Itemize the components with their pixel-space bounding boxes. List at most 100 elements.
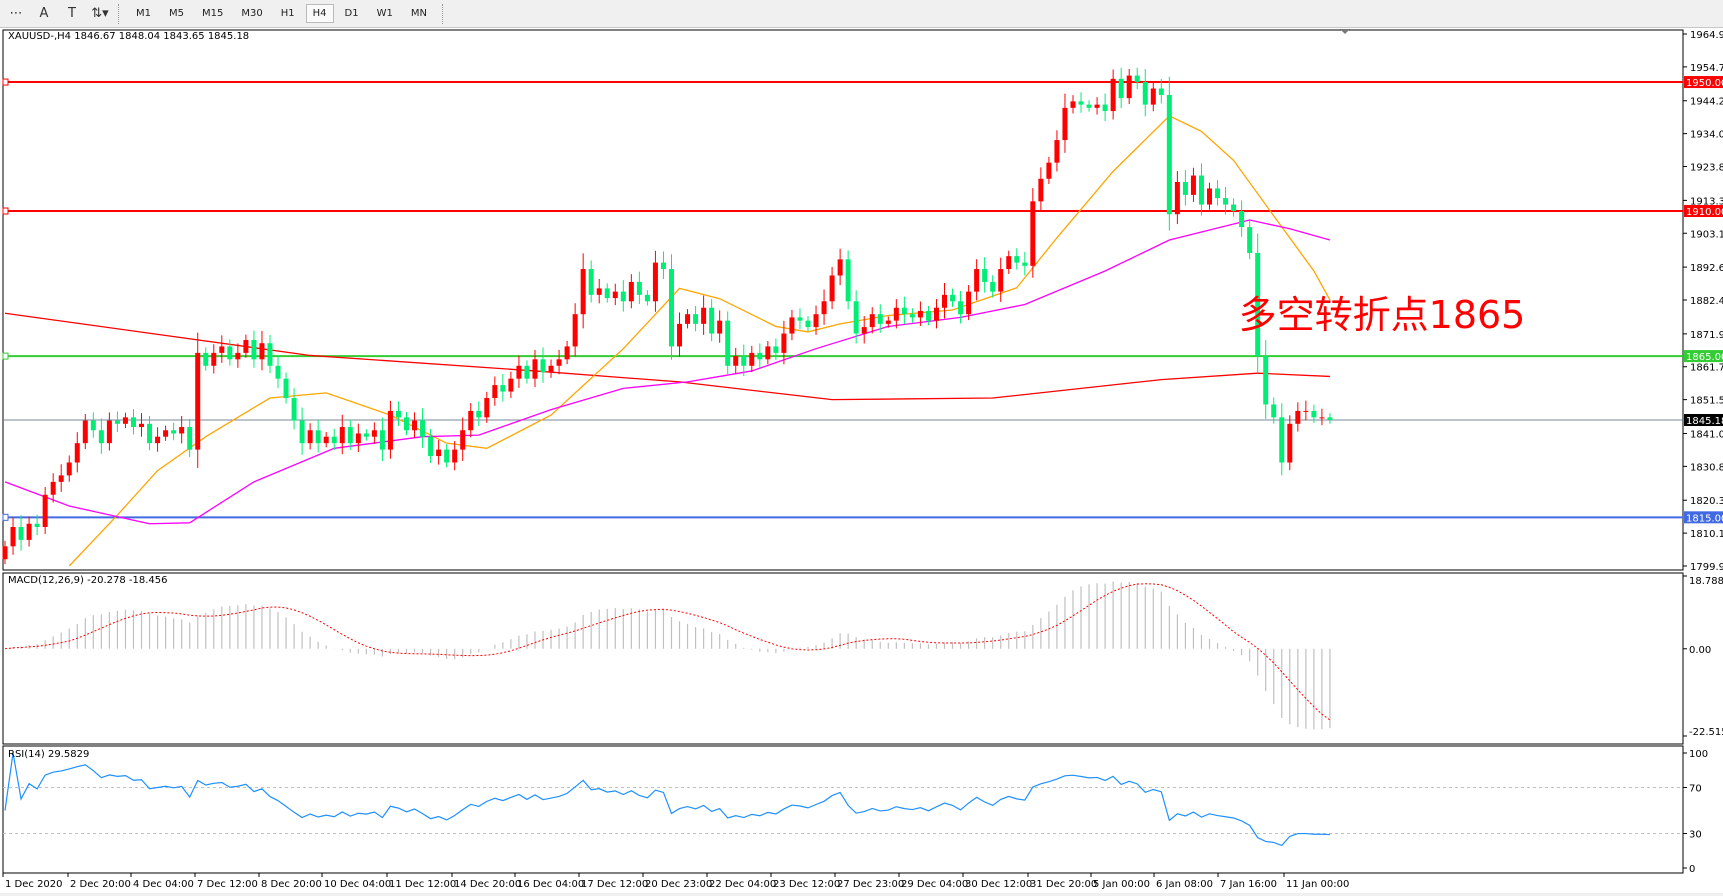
drawing-tools: ⋯ A T ⇅▾ (0, 3, 112, 25)
rsi-header: RSI(14) 29.5829 (8, 749, 89, 760)
candle (1303, 400, 1309, 421)
candle (789, 309, 795, 341)
candle (869, 307, 875, 334)
price-tick-label: 1934.00 (1690, 130, 1723, 141)
candle (532, 349, 538, 388)
candle (163, 425, 169, 441)
macd-pane[interactable] (2, 572, 1684, 745)
candle (757, 343, 763, 368)
timeframe-buttons: M1 M5 M15 M30 H1 H4 D1 W1 MN (127, 4, 436, 23)
candle (1086, 100, 1092, 112)
time-tick-label: 29 Dec 04:00 (901, 879, 968, 890)
candle (50, 473, 56, 503)
candle (1110, 69, 1116, 120)
rsi-pane[interactable] (2, 745, 1684, 874)
candle (652, 250, 658, 312)
candle (339, 414, 345, 455)
candle (347, 419, 353, 450)
timeframe-mn-button[interactable]: MN (410, 8, 427, 19)
candle (1142, 69, 1148, 117)
timeframe-m5-button[interactable]: M5 (169, 8, 184, 19)
level-handle[interactable] (2, 352, 9, 360)
candle (781, 320, 787, 365)
candle (98, 418, 104, 454)
candle (1279, 403, 1285, 476)
moving-average-line (4, 312, 1330, 401)
candle (636, 271, 642, 305)
price-tick-label: 1851.50 (1690, 396, 1723, 407)
timeframe-m1-button[interactable]: M1 (136, 8, 151, 19)
text-label-tool-icon[interactable]: T (68, 6, 76, 21)
candle (219, 335, 225, 363)
period-separator-tool-icon[interactable]: ⋯ (9, 6, 23, 21)
chart-shift-marker-icon[interactable] (1340, 29, 1350, 34)
time-tick-label: 16 Dec 04:00 (517, 879, 584, 890)
candle (821, 289, 827, 325)
candle (155, 427, 161, 452)
arrows-tool-icon[interactable]: ⇅▾ (91, 6, 109, 21)
rsi-line (4, 752, 1330, 847)
price-tick-label: 1810.10 (1690, 529, 1723, 540)
candle (990, 275, 996, 298)
level-handle[interactable] (2, 78, 9, 86)
timeframe-w1-button[interactable]: W1 (376, 8, 393, 19)
timeframe-m15-button[interactable]: M15 (202, 8, 224, 19)
timeframe-h4-button[interactable]: H4 (305, 4, 334, 23)
candle (1006, 250, 1012, 274)
candle (588, 260, 594, 303)
time-tick-label: 2 Dec 20:00 (70, 879, 131, 890)
candle (460, 417, 466, 461)
timeframe-h1-button[interactable]: H1 (280, 8, 295, 19)
candle (1038, 167, 1044, 212)
candle (1134, 67, 1140, 90)
candle (564, 341, 570, 365)
level-handle[interactable] (2, 207, 9, 215)
candle (950, 288, 956, 307)
candle (1239, 200, 1245, 237)
candle (749, 345, 755, 373)
price-tick-label: 1903.10 (1690, 229, 1723, 240)
time-tick-label: 4 Dec 04:00 (133, 879, 194, 890)
candle (1094, 97, 1100, 115)
candle (1030, 188, 1036, 278)
time-tick-label: 8 Dec 20:00 (261, 879, 322, 890)
candle (1054, 130, 1060, 172)
price-tick-label: 1944.20 (1690, 97, 1723, 108)
candle (909, 308, 915, 323)
candle (211, 344, 217, 374)
candle (1190, 167, 1196, 202)
candle (556, 349, 562, 375)
price-tick-label: 1820.30 (1690, 496, 1723, 507)
candle (331, 428, 337, 451)
level-handle[interactable] (2, 513, 9, 521)
candle (122, 412, 128, 428)
rsi-tick-label: 100 (1689, 749, 1708, 760)
candle (1215, 180, 1221, 206)
candle (901, 296, 907, 325)
macd-signal-line (4, 583, 1331, 721)
rsi-tick-label: 70 (1689, 784, 1702, 795)
candle (845, 250, 851, 310)
time-tick-label: 17 Dec 12:00 (581, 879, 648, 890)
candle (829, 266, 835, 310)
timeframe-m30-button[interactable]: M30 (241, 8, 263, 19)
candle (235, 343, 241, 368)
candle (476, 401, 482, 426)
candle (371, 422, 377, 444)
candle (1174, 171, 1180, 225)
candle (26, 516, 32, 547)
chart-window[interactable]: 1964.90 1954.70 1944.20 1934.00 1923.80 1913.… (0, 28, 1723, 896)
timeframe-d1-button[interactable]: D1 (344, 8, 359, 19)
candle (404, 411, 409, 436)
candle (1078, 92, 1084, 113)
level-price-badge (1684, 350, 1723, 363)
candle (1247, 220, 1253, 260)
moving-average-line (4, 219, 1331, 525)
candle (139, 413, 145, 437)
price-tick-label: 1882.40 (1690, 296, 1723, 307)
price-tick-label: 1892.60 (1690, 263, 1723, 274)
time-tick-label: 22 Dec 04:00 (709, 879, 776, 890)
candle (1182, 170, 1188, 206)
candle (725, 311, 731, 375)
text-tool-icon[interactable]: A (39, 6, 49, 21)
